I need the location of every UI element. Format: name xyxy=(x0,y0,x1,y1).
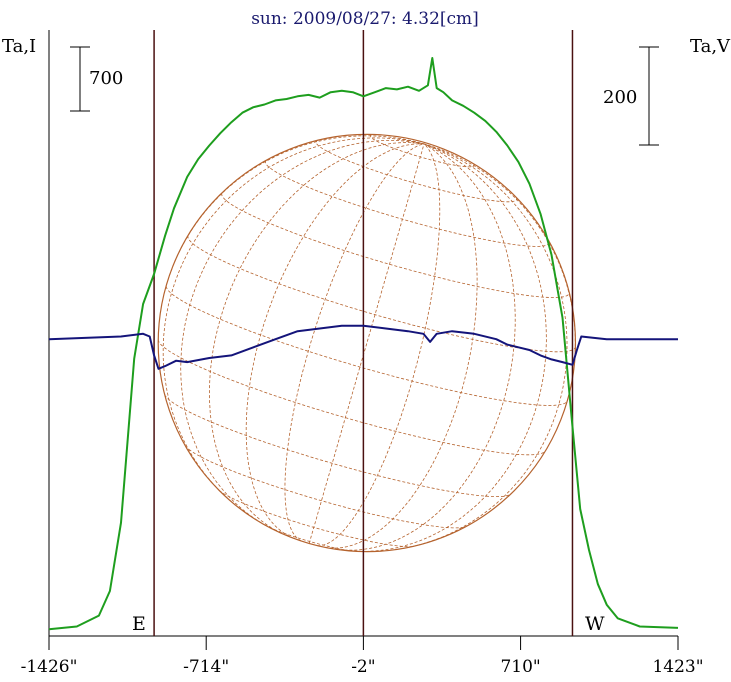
x-tick-label: 1423" xyxy=(652,657,703,677)
solar-grid-meridian xyxy=(308,143,425,544)
solar-grid-parallel xyxy=(164,394,512,497)
x-tick-label: -714" xyxy=(183,657,229,677)
x-tick-label: -2" xyxy=(351,657,375,677)
solar-grid-meridian xyxy=(208,142,425,534)
solar-grid-parallel xyxy=(264,160,550,247)
solar-grid-meridian xyxy=(317,143,441,546)
solar-limb-circle xyxy=(157,133,577,553)
solar-grid-parallel xyxy=(315,139,518,203)
solar-grid-meridian xyxy=(245,143,425,539)
scale-bar-right-label: 200 xyxy=(603,87,637,108)
solar-grid-parallel xyxy=(218,489,415,547)
scale-bar-right xyxy=(639,46,659,146)
scale-bar-left xyxy=(70,46,90,112)
solar-grid-parallel xyxy=(187,235,576,353)
solar-disk xyxy=(157,133,577,553)
right-axis-label: Ta,V xyxy=(690,36,731,57)
west-limb-label: W xyxy=(585,613,605,635)
chart-title: sun: 2009/08/27: 4.32[cm] xyxy=(251,9,479,29)
series-line-polarization xyxy=(48,324,678,370)
solar-grid-parallel xyxy=(165,286,568,406)
solar-grid-parallel xyxy=(184,445,467,529)
x-tick-label: 710" xyxy=(500,657,540,677)
solar-grid-meridian xyxy=(324,143,478,549)
solar-grid-meridian xyxy=(284,143,425,542)
solar-grid-meridian xyxy=(355,143,547,552)
solar-grid-parallel xyxy=(157,339,546,456)
left-axis-label: Ta,I xyxy=(2,36,36,57)
solar-grid-meridian xyxy=(162,137,425,499)
series-line-intensity xyxy=(48,57,679,631)
solar-grid-meridian xyxy=(402,143,568,549)
solar-grid-parallel xyxy=(369,134,475,168)
solar-grid-parallel xyxy=(265,524,357,552)
solar-grid-meridian xyxy=(339,143,516,551)
solar-grid-meridian xyxy=(180,140,425,526)
scale-bar-left-label: 700 xyxy=(89,68,123,89)
x-tick-label: -1426" xyxy=(21,657,78,677)
limb-and-center-lines xyxy=(153,30,574,636)
series-layer xyxy=(48,57,679,631)
solar-grid-parallel xyxy=(221,193,570,298)
x-axis: -1426" -714" -2" 710" 1423" xyxy=(21,636,704,677)
east-limb-label: E xyxy=(132,613,146,635)
